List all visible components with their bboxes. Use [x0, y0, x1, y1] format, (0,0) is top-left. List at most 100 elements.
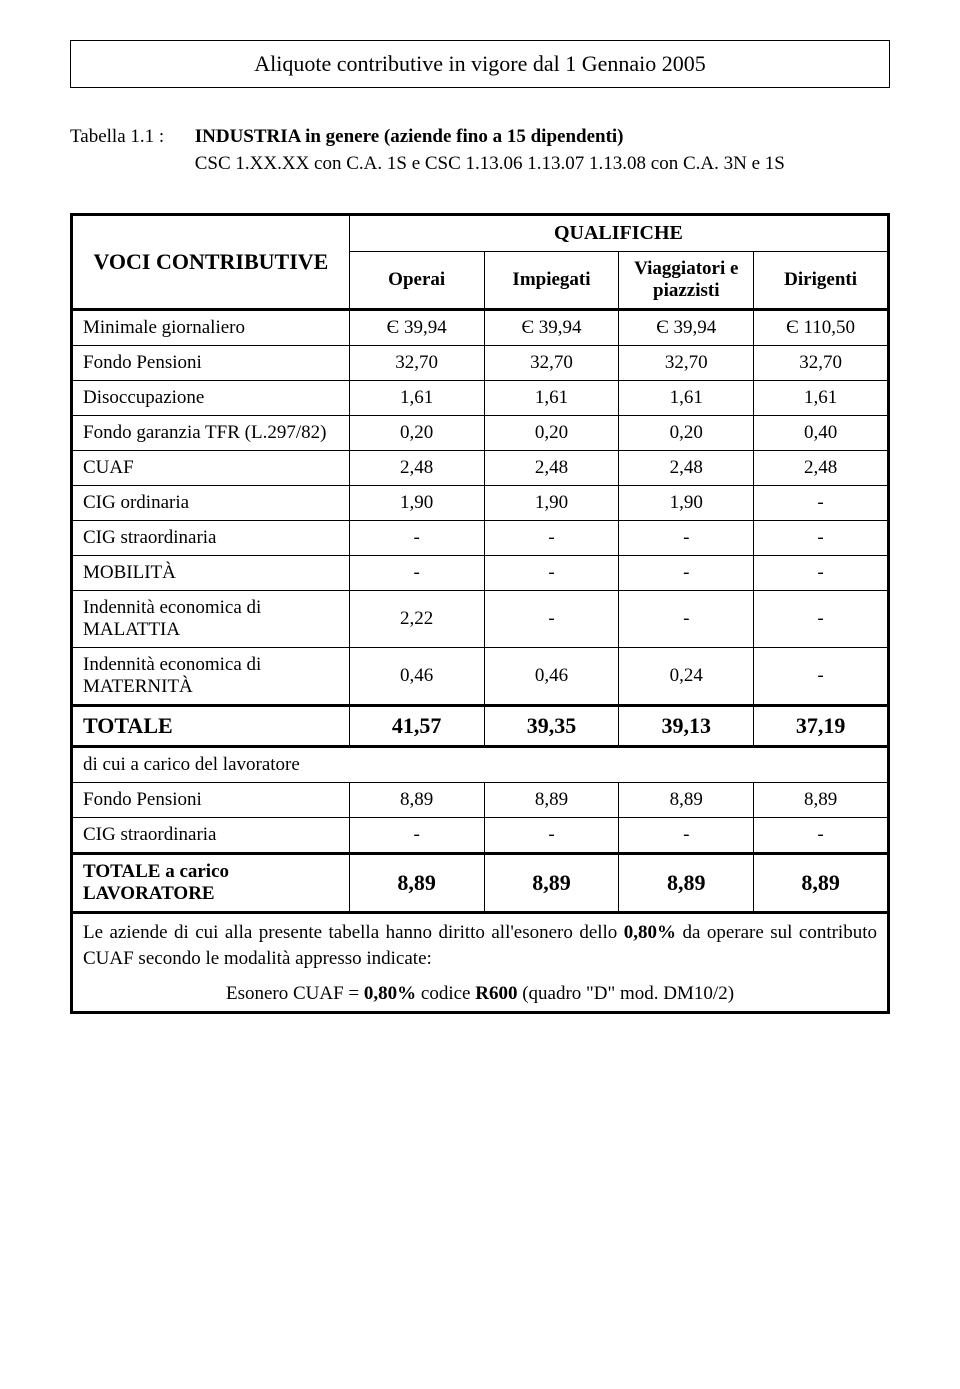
- row-label: Indennità economica di MALATTIA: [72, 591, 350, 648]
- tabella-label: Tabella 1.1 :: [70, 124, 190, 151]
- total-lav-val: 8,89: [484, 854, 619, 913]
- total-val: 41,57: [349, 706, 484, 747]
- total-label: TOTALE: [72, 706, 350, 747]
- note-p1-b: 0,80%: [624, 922, 676, 943]
- header-voci: VOCI CONTRIBUTIVE: [72, 215, 350, 310]
- header-col-dirigenti: Dirigenti: [754, 252, 889, 310]
- row-val: 2,48: [754, 451, 889, 486]
- table-row: Fondo garanzia TFR (L.297/82) 0,20 0,20 …: [72, 416, 889, 451]
- total-lavoratore-row: TOTALE a carico LAVORATORE 8,89 8,89 8,8…: [72, 854, 889, 913]
- row-val: 0,46: [484, 648, 619, 706]
- note-p2-b: 0,80%: [364, 983, 416, 1004]
- row-val: 2,48: [619, 451, 754, 486]
- table-row: Fondo Pensioni 8,89 8,89 8,89 8,89: [72, 783, 889, 818]
- row-val: 2,48: [484, 451, 619, 486]
- row-val: 0,40: [754, 416, 889, 451]
- section-row: di cui a carico del lavoratore: [72, 747, 889, 783]
- intro-body: INDUSTRIA in genere (aziende fino a 15 d…: [195, 124, 885, 177]
- row-val: 0,20: [619, 416, 754, 451]
- row-label: Fondo Pensioni: [72, 346, 350, 381]
- row-val: -: [619, 818, 754, 854]
- row-val: -: [484, 556, 619, 591]
- row-val: -: [349, 818, 484, 854]
- note-row-2: Esonero CUAF = 0,80% codice R600 (quadro…: [72, 977, 889, 1013]
- row-val: 1,90: [619, 486, 754, 521]
- section-label: di cui a carico del lavoratore: [72, 747, 889, 783]
- table-row: CIG ordinaria 1,90 1,90 1,90 -: [72, 486, 889, 521]
- row-label: Indennità economica di MATERNITÀ: [72, 648, 350, 706]
- table-row: Indennità economica di MATERNITÀ 0,46 0,…: [72, 648, 889, 706]
- header-row-1: VOCI CONTRIBUTIVE QUALIFICHE: [72, 215, 889, 252]
- row-val: 0,46: [349, 648, 484, 706]
- row-val: 2,22: [349, 591, 484, 648]
- row-val: -: [349, 521, 484, 556]
- row-val: -: [484, 521, 619, 556]
- row-val: 8,89: [349, 783, 484, 818]
- row-val: -: [349, 556, 484, 591]
- total-lav-val: 8,89: [619, 854, 754, 913]
- row-val: 1,61: [349, 381, 484, 416]
- header-col-operai: Operai: [349, 252, 484, 310]
- row-label: Fondo garanzia TFR (L.297/82): [72, 416, 350, 451]
- row-val: 1,61: [619, 381, 754, 416]
- row-val: 8,89: [754, 783, 889, 818]
- row-label: CIG straordinaria: [72, 521, 350, 556]
- total-lav-val: 8,89: [754, 854, 889, 913]
- row-val: -: [484, 591, 619, 648]
- row-label: CIG straordinaria: [72, 818, 350, 854]
- note-p2-d: R600: [475, 983, 517, 1004]
- row-val: 1,90: [349, 486, 484, 521]
- table-row: CUAF 2,48 2,48 2,48 2,48: [72, 451, 889, 486]
- total-lav-label: TOTALE a carico LAVORATORE: [72, 854, 350, 913]
- table-row: Fondo Pensioni 32,70 32,70 32,70 32,70: [72, 346, 889, 381]
- note-text-1: Le aziende di cui alla presente tabella …: [72, 913, 889, 978]
- row-val: 32,70: [484, 346, 619, 381]
- table-row: Disoccupazione 1,61 1,61 1,61 1,61: [72, 381, 889, 416]
- total-row: TOTALE 41,57 39,35 39,13 37,19: [72, 706, 889, 747]
- table-row: CIG straordinaria - - - -: [72, 818, 889, 854]
- total-val: 37,19: [754, 706, 889, 747]
- total-val: 39,13: [619, 706, 754, 747]
- row-val: -: [619, 591, 754, 648]
- row-val: 0,20: [484, 416, 619, 451]
- intro-line1: INDUSTRIA in genere (aziende fino a 15 d…: [195, 126, 624, 147]
- page-title: Aliquote contributive in vigore dal 1 Ge…: [85, 51, 875, 77]
- header-col-viaggiatori: Viaggiatori e piazzisti: [619, 252, 754, 310]
- row-label: CIG ordinaria: [72, 486, 350, 521]
- row-val: Є 110,50: [754, 310, 889, 346]
- table-row: Minimale giornaliero Є 39,94 Є 39,94 Є 3…: [72, 310, 889, 346]
- page: Aliquote contributive in vigore dal 1 Ge…: [0, 0, 960, 1389]
- row-val: 1,61: [754, 381, 889, 416]
- table-row: Indennità economica di MALATTIA 2,22 - -…: [72, 591, 889, 648]
- total-lav-val: 8,89: [349, 854, 484, 913]
- title-box: Aliquote contributive in vigore dal 1 Ge…: [70, 40, 890, 88]
- row-val: 1,61: [484, 381, 619, 416]
- table-row: MOBILITÀ - - - -: [72, 556, 889, 591]
- row-val: 32,70: [619, 346, 754, 381]
- note-p2-a: Esonero CUAF =: [226, 983, 364, 1004]
- row-label: Minimale giornaliero: [72, 310, 350, 346]
- row-val: -: [619, 521, 754, 556]
- row-val: Є 39,94: [349, 310, 484, 346]
- row-val: 8,89: [484, 783, 619, 818]
- row-label: CUAF: [72, 451, 350, 486]
- row-val: -: [754, 556, 889, 591]
- note-text-2: Esonero CUAF = 0,80% codice R600 (quadro…: [72, 977, 889, 1013]
- row-val: 8,89: [619, 783, 754, 818]
- note-p2-c: codice: [416, 983, 475, 1004]
- row-val: 0,24: [619, 648, 754, 706]
- row-label: Fondo Pensioni: [72, 783, 350, 818]
- intro-line2: CSC 1.XX.XX con C.A. 1S e CSC 1.13.06 1.…: [195, 153, 785, 174]
- row-val: -: [754, 818, 889, 854]
- row-val: 2,48: [349, 451, 484, 486]
- row-val: -: [754, 486, 889, 521]
- row-val: 0,20: [349, 416, 484, 451]
- row-val: -: [754, 591, 889, 648]
- row-val: Є 39,94: [619, 310, 754, 346]
- row-val: 1,90: [484, 486, 619, 521]
- row-label: MOBILITÀ: [72, 556, 350, 591]
- note-p2-e: (quadro "D" mod. DM10/2): [517, 983, 734, 1004]
- header-qualifiche: QUALIFICHE: [349, 215, 888, 252]
- row-val: -: [754, 521, 889, 556]
- row-val: -: [484, 818, 619, 854]
